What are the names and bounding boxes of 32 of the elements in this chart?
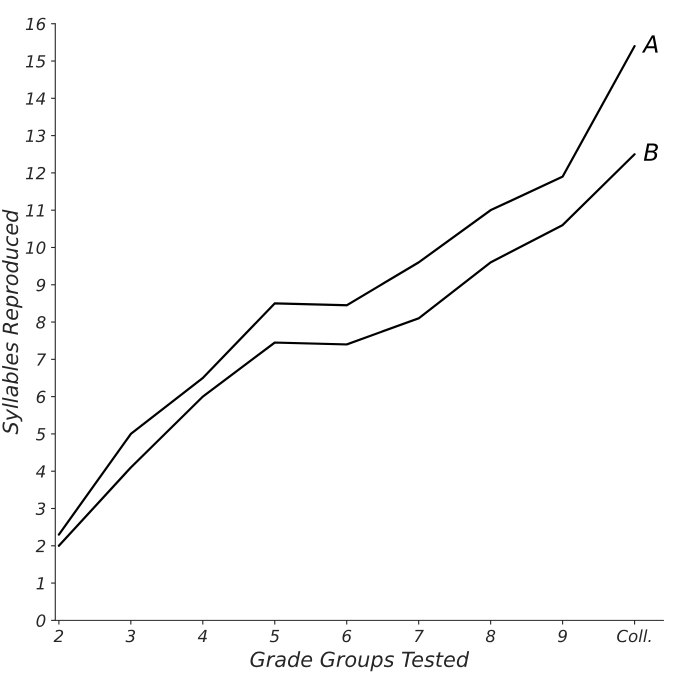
y-tick-label: 1 xyxy=(36,577,44,590)
y-tick-label: 3 xyxy=(36,502,46,516)
series-label: A xyxy=(642,35,658,53)
x-tick-label: 4 xyxy=(198,630,207,642)
x-axis-title: Grade Groups Tested xyxy=(250,651,470,672)
y-tick-label: 6 xyxy=(36,390,46,404)
line-series xyxy=(58,44,636,536)
y-axis-title: Syllables Reproduced xyxy=(2,209,22,434)
x-tick-label: Coll. xyxy=(617,629,651,642)
x-tick-label: 2 xyxy=(54,630,64,642)
y-tick-label: 12 xyxy=(26,166,46,180)
series-label: B xyxy=(644,144,658,161)
y-tick-label: 13 xyxy=(26,130,46,142)
x-tick-label: 6 xyxy=(342,630,352,642)
x-tick-label: 5 xyxy=(270,630,280,642)
y-tick-label: 0 xyxy=(36,614,46,627)
x-tick-label: 8 xyxy=(486,630,496,642)
y-tick-label: 14 xyxy=(26,92,46,105)
y-tick-label: 5 xyxy=(36,428,46,440)
y-tick-label: 7 xyxy=(37,354,46,366)
line-series xyxy=(58,153,636,547)
y-tick-label: 4 xyxy=(36,465,46,478)
x-tick-label: 9 xyxy=(558,630,567,642)
y-tick-label: 9 xyxy=(36,278,46,292)
y-tick-label: 16 xyxy=(26,18,46,30)
x-tick-label: 7 xyxy=(414,630,424,642)
y-tick-label: 15 xyxy=(26,55,46,68)
x-tick-label: 3 xyxy=(126,630,136,642)
y-tick-label: 10 xyxy=(26,241,46,254)
y-tick-label: 11 xyxy=(26,204,44,217)
y-tick-label: 8 xyxy=(36,316,46,329)
y-tick-label: 2 xyxy=(36,540,46,552)
